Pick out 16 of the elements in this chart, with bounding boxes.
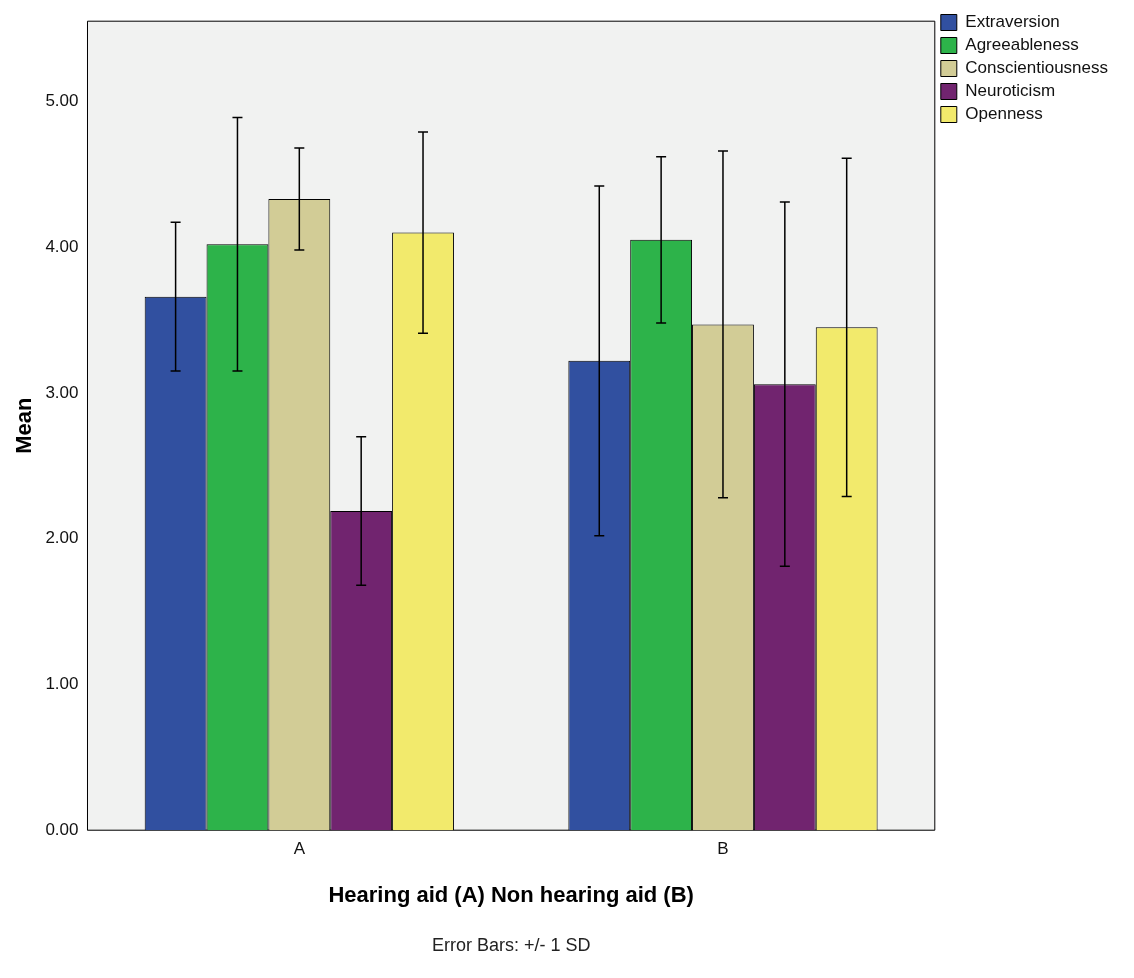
legend-label: Extraversion xyxy=(965,12,1060,32)
legend-label: Neuroticism xyxy=(965,81,1056,101)
y-tick-label: 3.00 xyxy=(45,382,79,402)
y-tick-label: 5.00 xyxy=(45,91,79,111)
y-tick-label: 2.00 xyxy=(45,528,79,548)
legend-label: Conscientiousness xyxy=(965,58,1109,78)
text: Error Bars: +/- 1 SD xyxy=(431,935,591,955)
y-tick-label: 4.00 xyxy=(45,236,79,256)
x-tick-label: B xyxy=(717,839,729,859)
y-axis-title: Mean xyxy=(11,397,37,454)
y-tick-label: 0.00 xyxy=(45,819,79,839)
y-tick-label: 1.00 xyxy=(45,674,79,694)
x-tick-label: A xyxy=(293,839,306,859)
legend-label: Openness xyxy=(965,104,1043,124)
legend-label: Agreeableness xyxy=(965,35,1079,55)
x-axis-title: Hearing aid (A) Non hearing aid (B) xyxy=(328,881,694,907)
